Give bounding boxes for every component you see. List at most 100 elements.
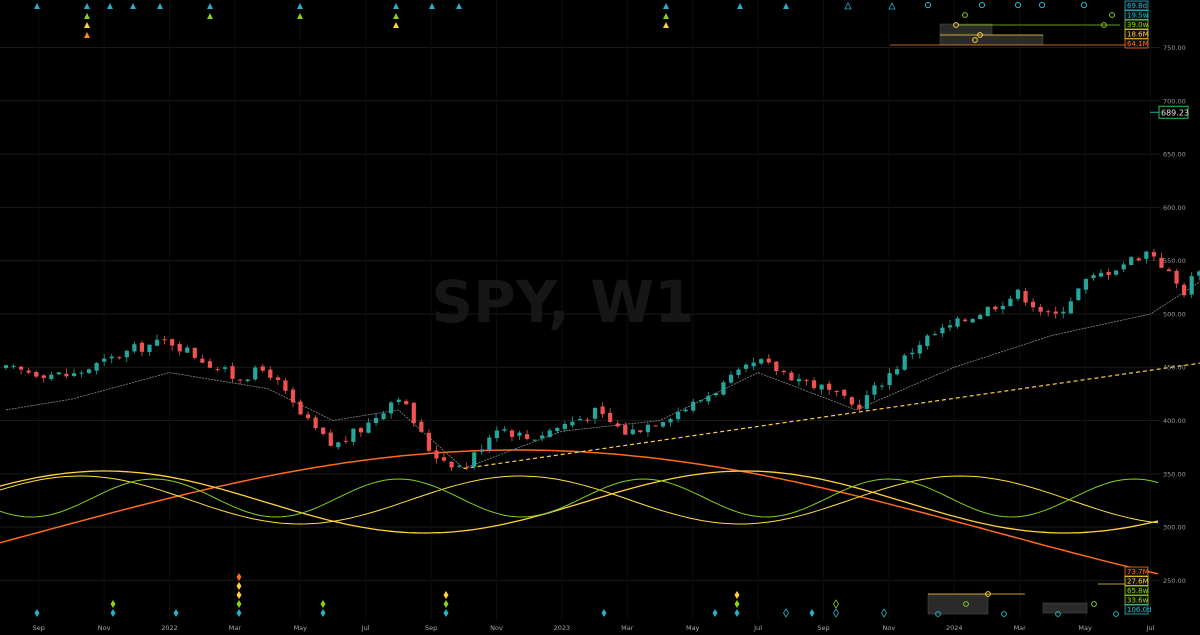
- candle-body: [819, 384, 824, 390]
- candle-body: [985, 306, 990, 317]
- candle-body: [1061, 311, 1066, 314]
- y-tick-label: 600.00: [1163, 204, 1186, 212]
- candle-body: [796, 378, 802, 382]
- x-tick-label: Nov: [98, 624, 111, 632]
- candle-body: [517, 432, 522, 436]
- candle-body: [1166, 269, 1172, 272]
- cycle-marker-circle: [978, 1, 986, 9]
- cycle-tag-label: 18.6M: [1127, 31, 1149, 39]
- trendline: 27.6M: [463, 362, 1200, 470]
- candle-body: [895, 369, 900, 375]
- candle-body: [1083, 278, 1089, 290]
- candle-body: [253, 367, 258, 380]
- cycle-marker-triangle: [456, 3, 462, 9]
- candle-body: [925, 335, 930, 347]
- cycle-tag-label: 27.6M: [1127, 578, 1149, 586]
- cycle-marker-diamond: [110, 600, 116, 608]
- candle-body: [49, 374, 54, 380]
- candle-body: [336, 442, 341, 448]
- candle-body: [34, 371, 39, 377]
- candle-body: [245, 379, 250, 382]
- cycle-marker-diamond: [443, 609, 449, 617]
- candle-body: [706, 395, 711, 402]
- cycle-tag-label: 33.6w: [1127, 597, 1149, 605]
- candle-body: [834, 390, 839, 392]
- cycle-marker-triangle: [84, 3, 90, 9]
- cycle-marker-diamond: [734, 600, 740, 608]
- cycle-curve: [0, 449, 1159, 575]
- cycle-marker-diamond: [734, 591, 740, 599]
- cycle-marker-diamond: [110, 609, 116, 617]
- cycle-tag-label: 39.0w: [1127, 21, 1149, 29]
- candle-body: [1038, 306, 1043, 312]
- x-tick-label: Sep: [33, 624, 45, 632]
- x-tick-label: May: [294, 624, 308, 632]
- candle-body: [162, 339, 167, 341]
- candle-body: [479, 449, 484, 452]
- cycle-marker-triangle: [207, 13, 213, 19]
- candle-body: [313, 417, 318, 429]
- candle-body: [1159, 257, 1164, 268]
- candle-body: [411, 402, 416, 424]
- cycle-marker-circle: [985, 591, 991, 597]
- y-tick-label: 450.00: [1163, 364, 1186, 372]
- cycle-marker-diamond: [320, 600, 326, 608]
- candle-body: [955, 318, 960, 327]
- x-tick-label: 2022: [161, 624, 178, 632]
- candle-body: [864, 395, 870, 409]
- candle-body: [117, 357, 122, 359]
- candle-body: [487, 437, 492, 451]
- y-tick-label: 700.00: [1163, 97, 1186, 105]
- cycle-tag-box: [1124, 604, 1149, 615]
- candle-body: [713, 393, 718, 396]
- candle-body: [215, 369, 220, 371]
- candle-body: [449, 461, 454, 468]
- candle-body: [102, 358, 107, 362]
- cycle-tag-box: [1124, 576, 1149, 586]
- candle-body: [555, 427, 560, 432]
- cycle-marker-diamond: [236, 591, 242, 599]
- cycle-marker-diamond: [443, 591, 449, 599]
- candle-body: [849, 397, 854, 405]
- candle-body: [11, 365, 16, 367]
- candle-body: [86, 369, 92, 374]
- candle-body: [683, 409, 688, 412]
- candle-body: [366, 422, 371, 433]
- cycle-tag-label: 65.8w: [1127, 587, 1149, 595]
- cycle-marker-triangle: [207, 3, 213, 9]
- candle-body: [577, 418, 583, 421]
- cycle-marker-triangle: [34, 3, 40, 9]
- candle-body: [811, 380, 817, 389]
- cycle-marker-diamond-outline: [833, 608, 839, 618]
- cycle-marker-triangle: [84, 13, 90, 19]
- candle-body: [358, 428, 364, 433]
- candle-body: [419, 421, 424, 432]
- candle-body: [804, 379, 809, 381]
- candle-body: [441, 457, 447, 461]
- candle-body: [373, 417, 379, 424]
- cycle-marker-triangle: [393, 22, 399, 28]
- last-price-label: 689.23: [1161, 108, 1189, 117]
- candle-body: [1008, 298, 1013, 307]
- candle-body: [1015, 289, 1021, 299]
- candle-body: [970, 318, 975, 323]
- candle-body: [540, 435, 545, 439]
- cycle-tag-box: [1124, 0, 1149, 11]
- candle-body: [1076, 288, 1081, 301]
- cycle-curves: [0, 449, 1159, 575]
- candles: [3, 248, 1200, 472]
- candle-body: [1000, 305, 1005, 310]
- cycle-curve: [0, 470, 1159, 534]
- cycle-marker-circle: [953, 22, 959, 28]
- candle-body: [872, 385, 877, 395]
- cycle-range-box: [939, 23, 993, 35]
- candle-body: [910, 352, 915, 355]
- candle-body: [902, 355, 907, 370]
- candle-body: [691, 401, 696, 411]
- candle-body: [94, 363, 99, 371]
- cycle-marker-triangle: [157, 3, 163, 9]
- candle-body: [502, 429, 507, 431]
- candle-body: [759, 359, 764, 364]
